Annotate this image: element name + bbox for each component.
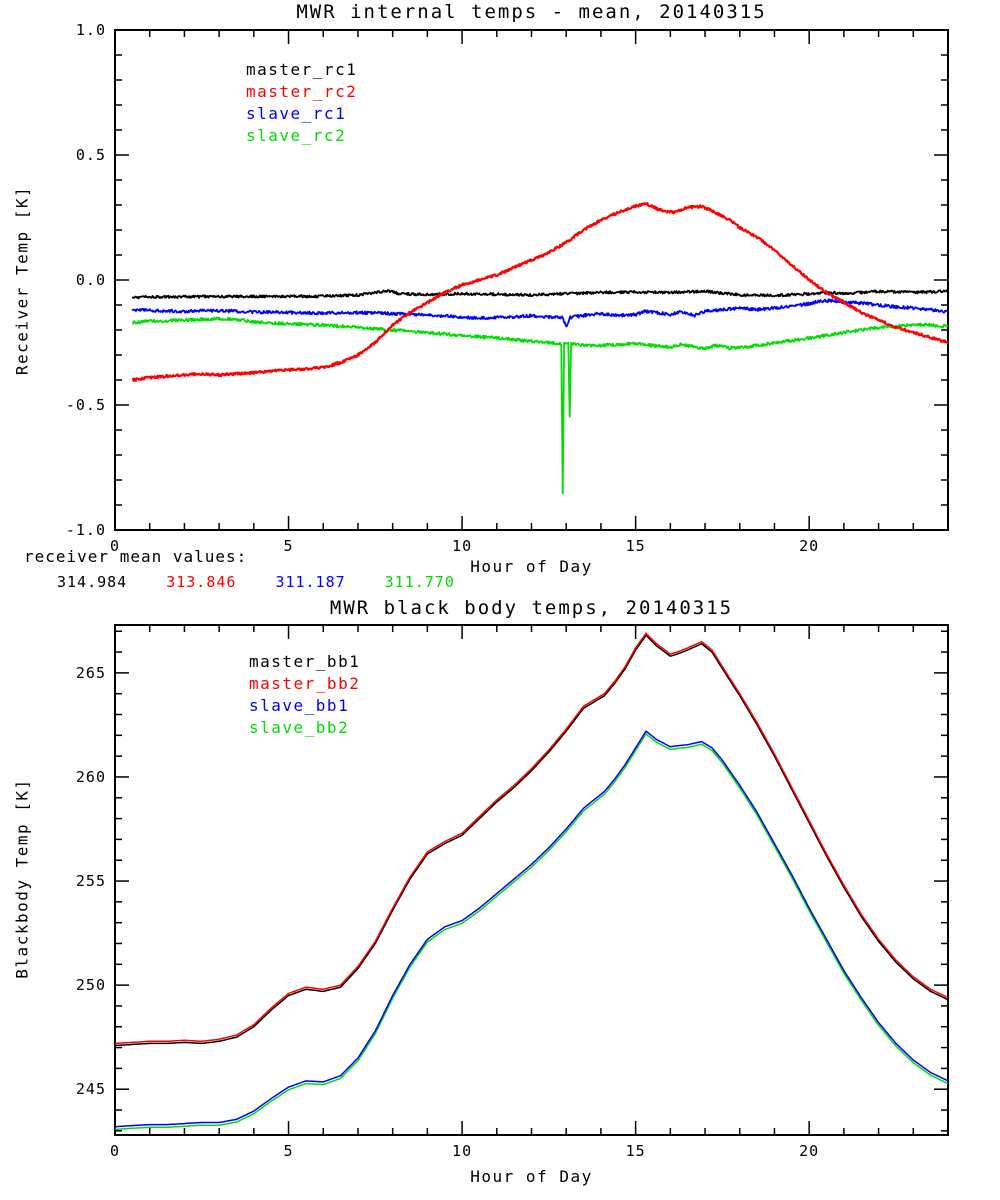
y-tick-label: 1.0: [76, 21, 106, 39]
legend-item-master-rc1: master_rc1: [246, 60, 358, 79]
receiver-legend: master_rc1 master_rc2 slave_rc1 slave_rc…: [246, 61, 357, 145]
legend-item-master-bb2: master_bb2: [249, 674, 361, 693]
x-tick-label: 0: [110, 537, 120, 555]
x-tick-label: 20: [799, 1142, 819, 1160]
legend-item-slave-bb2: slave_bb2: [249, 718, 350, 737]
series-group: [114, 632, 949, 1131]
chart-blackbody-temps: 0 5 10 15 20 245 250 255 260 265: [76, 624, 949, 1160]
legend-item-slave-bb1: slave_bb1: [249, 696, 350, 715]
y-tick-label: 0.0: [76, 271, 106, 289]
series-line-master_rc2: [131, 202, 949, 382]
y-tick-label: 260: [76, 768, 106, 786]
y-tick-label: 245: [76, 1080, 106, 1098]
x-tick-label: 20: [799, 537, 819, 555]
y-tick-label: 255: [76, 872, 106, 890]
blackbody-chart-title: MWR black body temps, 20140315: [329, 597, 734, 619]
tick-labels: 0 5 10 15 20 -1.0 -0.5 0.0 0.5 1.0: [66, 21, 819, 555]
tick-labels: 0 5 10 15 20 245 250 255 260 265: [76, 664, 819, 1160]
x-tick-label: 10: [452, 1142, 472, 1160]
axis-ticks: [114, 625, 949, 1135]
series-line-master_bb2: [114, 632, 949, 1045]
mean-value-master-rc1: 314.984: [57, 573, 128, 591]
receiver-mean-values-row: 314.984 313.846 311.187 311.770: [57, 573, 455, 591]
blackbody-y-axis-label: Blackbody Temp [K]: [12, 778, 32, 979]
series-line-slave_rc1: [131, 298, 949, 328]
legend-item-slave-rc2: slave_rc2: [246, 126, 347, 145]
x-tick-label: 5: [284, 1142, 294, 1160]
series-line-slave_rc2: [132, 316, 949, 495]
blackbody-legend: master_bb1 master_bb2 slave_bb1 slave_bb…: [249, 653, 360, 737]
receiver-chart-title: MWR internal temps - mean, 20140315: [296, 1, 767, 23]
receiver-mean-values-label: receiver mean values:: [24, 547, 248, 566]
y-tick-label: -0.5: [66, 396, 106, 414]
blackbody-x-axis-label: Hour of Day: [470, 1167, 593, 1186]
legend-item-slave-rc1: slave_rc1: [246, 104, 347, 123]
y-tick-label: -1.0: [66, 521, 106, 539]
x-tick-label: 0: [110, 1142, 120, 1160]
mean-value-slave-rc2: 311.770: [384, 573, 455, 591]
series-line-master_bb1: [114, 634, 949, 1047]
chart-receiver-temps: 0 5 10 15 20 -1.0 -0.5 0.0 0.5 1.0: [66, 21, 949, 555]
x-tick-label: 5: [284, 537, 294, 555]
receiver-y-axis-label: Receiver Temp [K]: [12, 185, 32, 376]
series-line-master_rc1: [131, 289, 949, 300]
y-tick-label: 250: [76, 976, 106, 994]
mean-value-master-rc2: 313.846: [166, 573, 237, 591]
axes-box: [114, 624, 949, 1136]
x-tick-label: 10: [452, 537, 472, 555]
legend-item-master-bb1: master_bb1: [249, 652, 361, 671]
mean-value-slave-rc1: 311.187: [275, 573, 346, 591]
y-tick-label: 0.5: [76, 146, 106, 164]
series-line-slave_bb1: [114, 730, 949, 1128]
axis-ticks: [114, 29, 949, 531]
series-line-slave_bb2: [114, 733, 949, 1131]
receiver-x-axis-label: Hour of Day: [470, 557, 593, 576]
axes-box: [114, 29, 949, 531]
x-tick-label: 15: [626, 537, 646, 555]
legend-item-master-rc2: master_rc2: [246, 82, 358, 101]
series-group: [131, 202, 949, 495]
x-tick-label: 15: [626, 1142, 646, 1160]
y-tick-label: 265: [76, 664, 106, 682]
